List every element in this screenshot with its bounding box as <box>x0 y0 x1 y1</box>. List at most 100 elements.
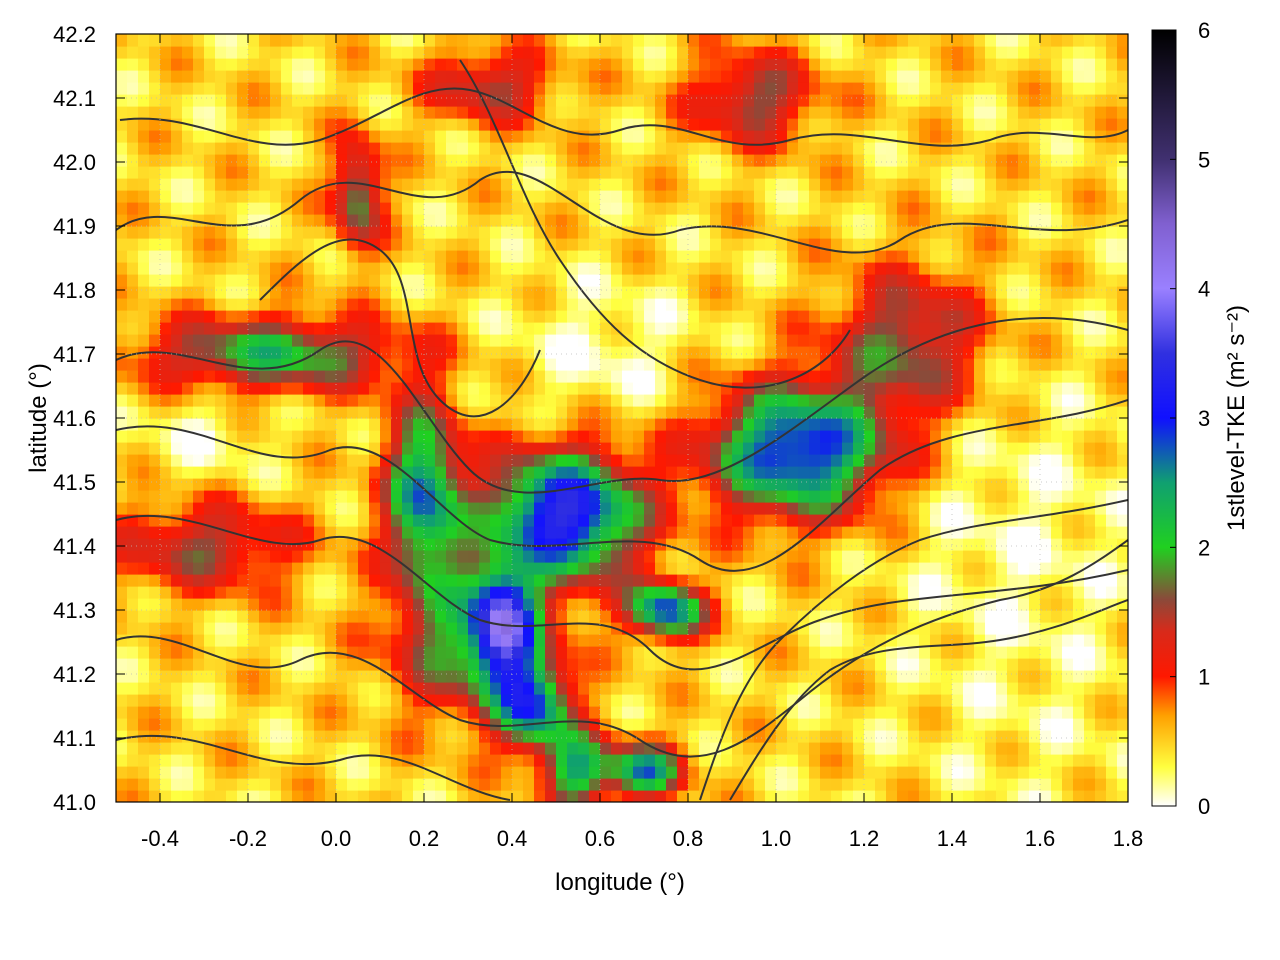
heatmap-cell <box>534 358 546 371</box>
heatmap-cell <box>314 478 326 491</box>
heatmap-cell <box>765 82 777 95</box>
heatmap-cell <box>171 622 183 635</box>
heatmap-cell <box>501 34 513 47</box>
heatmap-cell <box>138 598 150 611</box>
heatmap-cell <box>490 682 502 695</box>
heatmap-cell <box>897 130 909 143</box>
heatmap-cell <box>446 34 458 47</box>
heatmap-cell <box>303 502 315 515</box>
heatmap-cell <box>963 178 975 191</box>
heatmap-cell <box>116 634 128 647</box>
heatmap-cell <box>314 442 326 455</box>
heatmap-cell <box>314 34 326 47</box>
heatmap-cell <box>435 286 447 299</box>
heatmap-cell <box>732 262 744 275</box>
heatmap-cell <box>402 202 414 215</box>
heatmap-cell <box>292 634 304 647</box>
heatmap-cell <box>182 70 194 83</box>
heatmap-cell <box>743 718 755 731</box>
heatmap-cell <box>182 406 194 419</box>
heatmap-cell <box>457 166 469 179</box>
heatmap-cell <box>677 406 689 419</box>
heatmap-cell <box>149 718 161 731</box>
heatmap-cell <box>259 466 271 479</box>
heatmap-cell <box>369 610 381 623</box>
heatmap-cell <box>600 706 612 719</box>
heatmap-cell <box>215 634 227 647</box>
heatmap-cell <box>633 598 645 611</box>
heatmap-cell <box>358 562 370 575</box>
heatmap-cell <box>182 58 194 71</box>
heatmap-cell <box>578 706 590 719</box>
heatmap-cell <box>787 406 799 419</box>
heatmap-cell <box>567 586 579 599</box>
heatmap-cell <box>512 346 524 359</box>
heatmap-cell <box>259 346 271 359</box>
heatmap-cell <box>446 310 458 323</box>
heatmap-cell <box>622 490 634 503</box>
heatmap-cell <box>336 274 348 287</box>
heatmap-cell <box>622 46 634 59</box>
heatmap-cell <box>963 514 975 527</box>
heatmap-cell <box>490 598 502 611</box>
heatmap-cell <box>776 754 788 767</box>
heatmap-cell <box>611 490 623 503</box>
heatmap-cell <box>908 466 920 479</box>
heatmap-cell <box>732 334 744 347</box>
heatmap-cell <box>259 370 271 383</box>
heatmap-cell <box>303 754 315 767</box>
heatmap-cell <box>193 418 205 431</box>
heatmap-cell <box>534 178 546 191</box>
heatmap-cell <box>666 130 678 143</box>
heatmap-cell <box>292 226 304 239</box>
heatmap-cell <box>864 538 876 551</box>
heatmap-cell <box>732 526 744 539</box>
heatmap-cell <box>314 298 326 311</box>
heatmap-cell <box>622 550 634 563</box>
heatmap-cell <box>237 46 249 59</box>
heatmap-cell <box>138 178 150 191</box>
heatmap-cell <box>457 670 469 683</box>
heatmap-cell <box>710 250 722 263</box>
heatmap-cell <box>963 682 975 695</box>
heatmap-cell <box>776 634 788 647</box>
heatmap-cell <box>380 718 392 731</box>
heatmap-cell <box>446 406 458 419</box>
heatmap-cell <box>644 682 656 695</box>
heatmap-cell <box>259 754 271 767</box>
heatmap-cell <box>820 46 832 59</box>
heatmap-cell <box>160 718 172 731</box>
heatmap-cell <box>908 118 920 131</box>
heatmap-cell <box>281 250 293 263</box>
heatmap-cell <box>908 430 920 443</box>
heatmap-cell <box>501 490 513 503</box>
heatmap-cell <box>578 214 590 227</box>
heatmap-cell <box>490 178 502 191</box>
heatmap-cell <box>380 310 392 323</box>
heatmap-cell <box>358 742 370 755</box>
heatmap-cell <box>314 166 326 179</box>
heatmap-cell <box>523 250 535 263</box>
heatmap-cell <box>512 226 524 239</box>
heatmap-cell <box>160 226 172 239</box>
heatmap-cell <box>952 226 964 239</box>
heatmap-cell <box>490 238 502 251</box>
heatmap-cell <box>149 286 161 299</box>
heatmap-cell <box>160 526 172 539</box>
heatmap-cell <box>501 622 513 635</box>
heatmap-cell <box>611 250 623 263</box>
heatmap-cell <box>402 478 414 491</box>
heatmap-cell <box>534 646 546 659</box>
heatmap-cell <box>380 622 392 635</box>
heatmap-cell <box>270 622 282 635</box>
heatmap-cell <box>842 742 854 755</box>
heatmap-cell <box>831 538 843 551</box>
heatmap-cell <box>908 598 920 611</box>
heatmap-cell <box>138 670 150 683</box>
heatmap-cell <box>765 718 777 731</box>
heatmap-cell <box>215 286 227 299</box>
heatmap-cell <box>501 694 513 707</box>
heatmap-cell <box>963 334 975 347</box>
heatmap-cell <box>963 286 975 299</box>
heatmap-cell <box>941 562 953 575</box>
